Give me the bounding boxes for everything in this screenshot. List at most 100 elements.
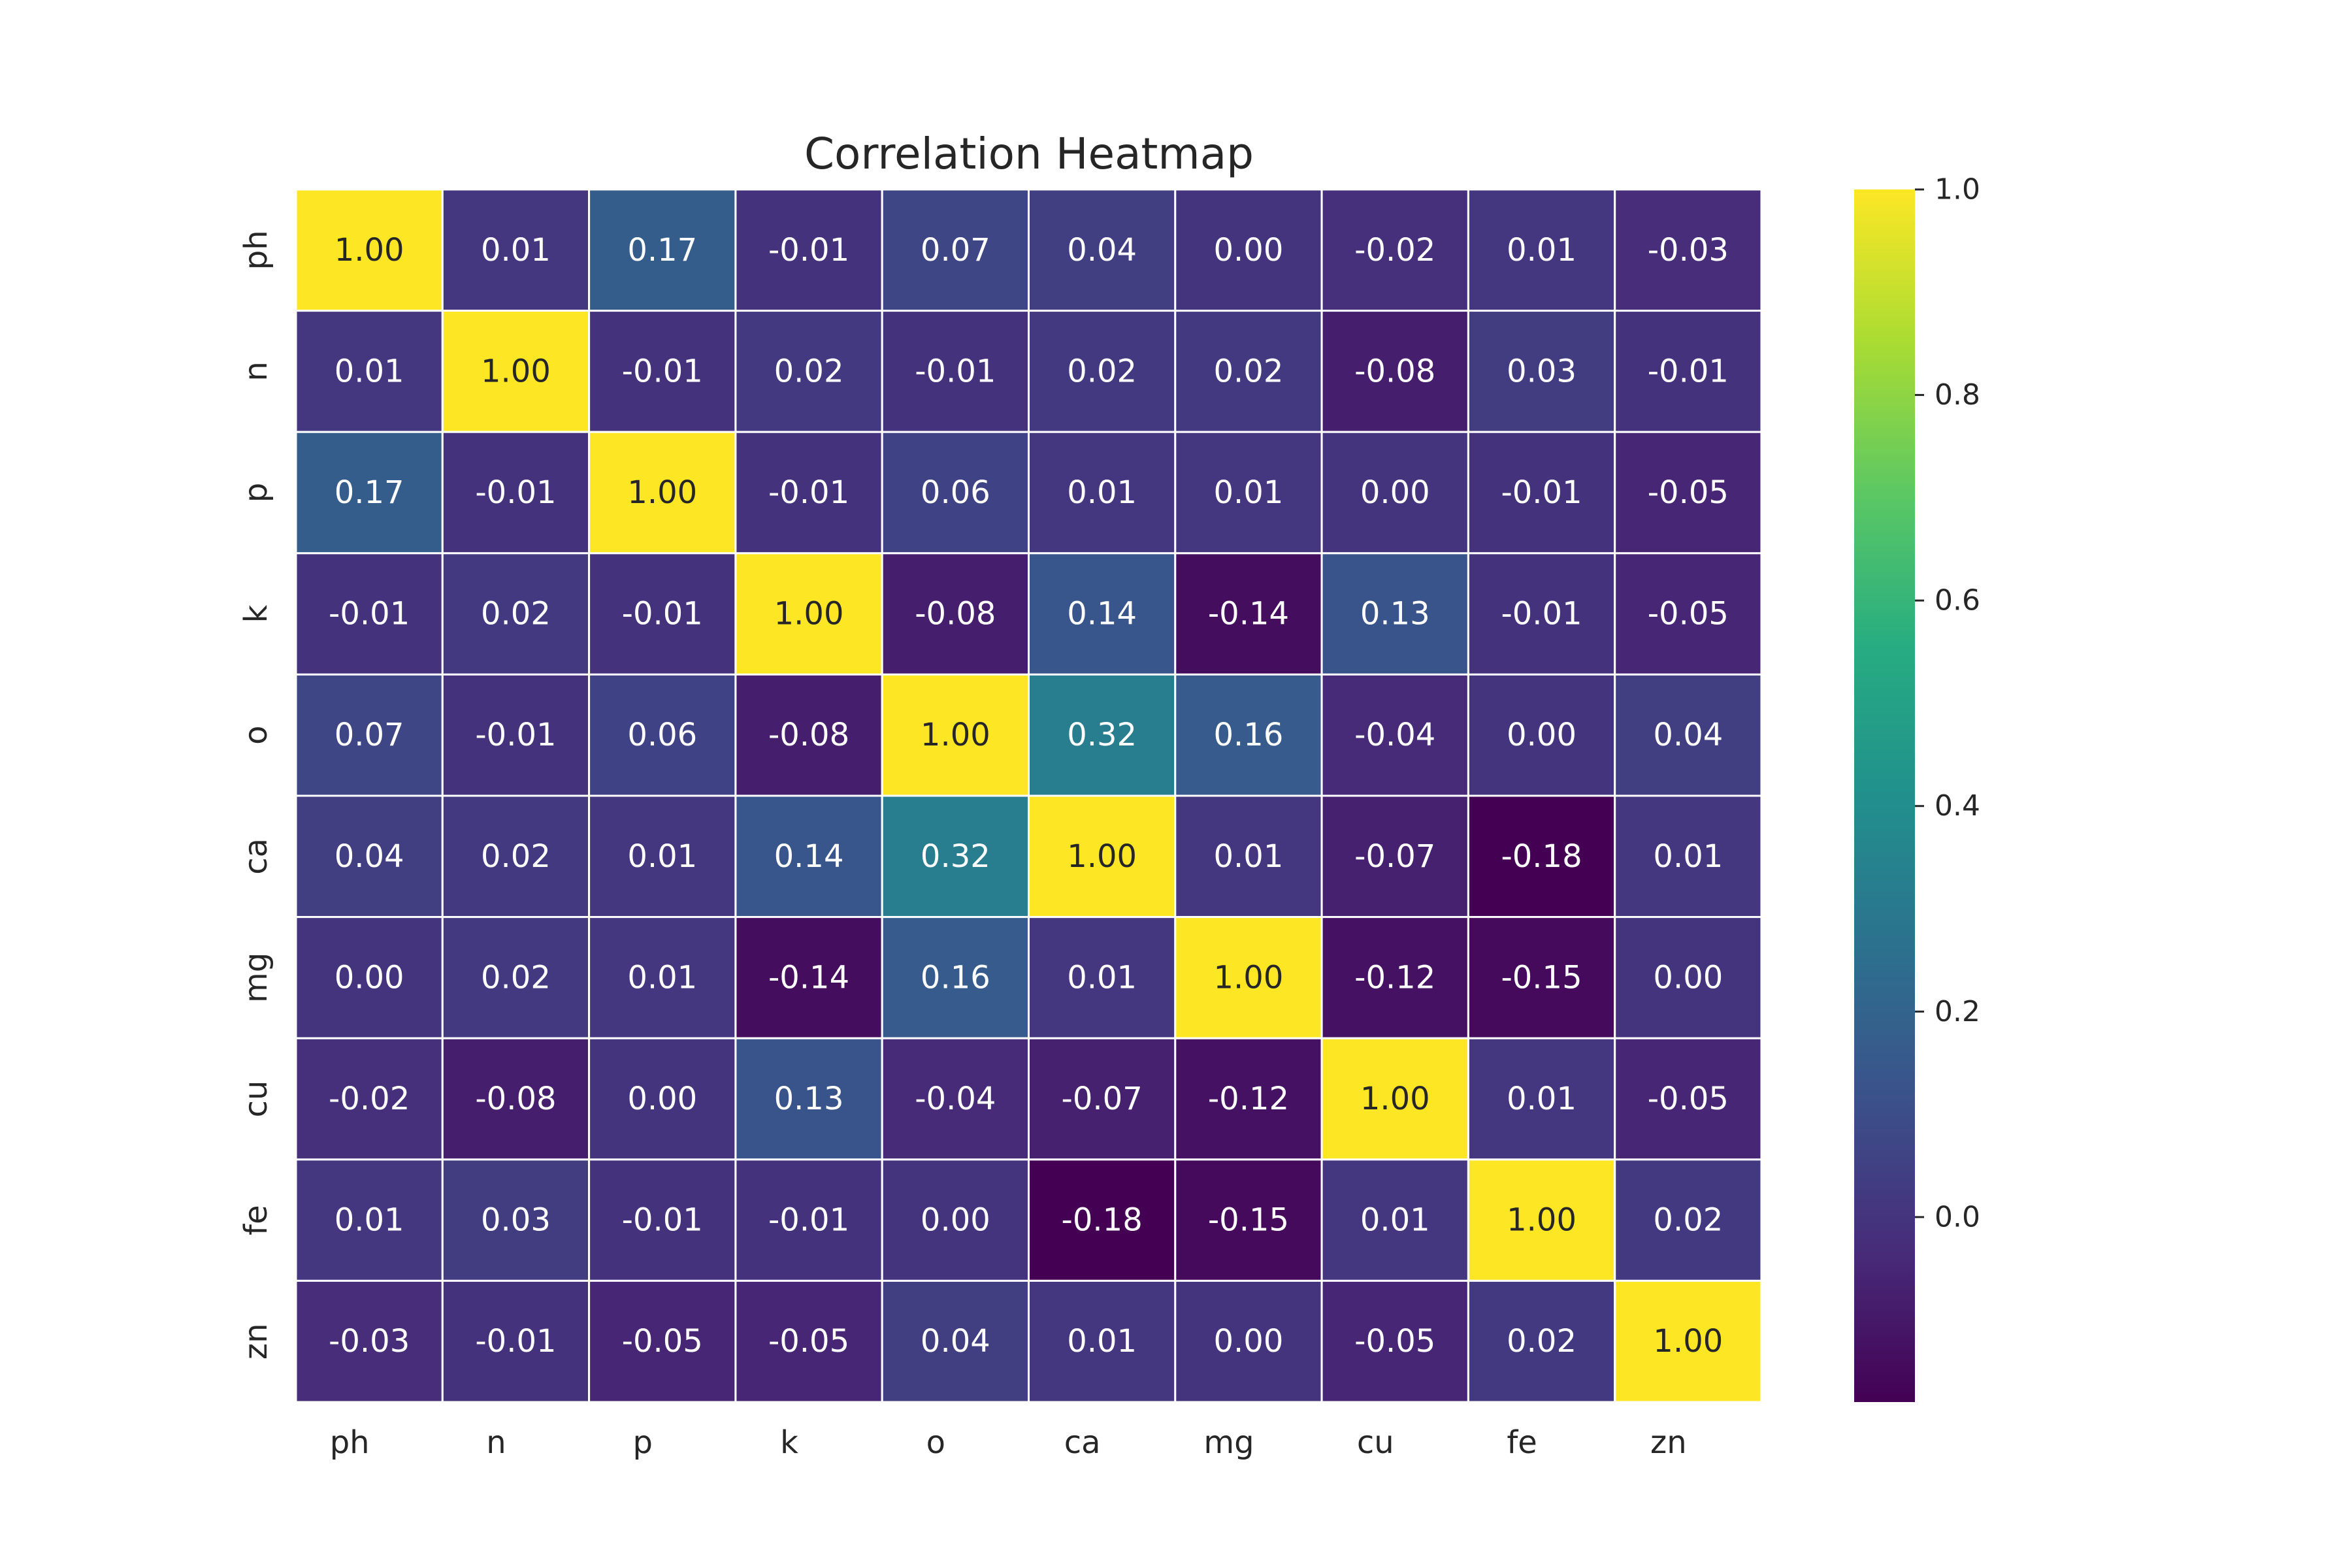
cell-value-label: 1.00 (1214, 959, 1284, 996)
colorbar-tick-label: 0.6 (1935, 584, 1980, 617)
cell-value-label: -0.04 (1354, 717, 1435, 753)
cell-value-label: 1.00 (1507, 1202, 1576, 1239)
heatmap-cell-p-n (441, 431, 591, 555)
heatmap-cell-fe-p (588, 1158, 737, 1282)
cell-value-label: -0.03 (1648, 232, 1729, 269)
heatmap-cell-ph-ca (1028, 188, 1177, 312)
cell-value-label: 0.02 (1214, 353, 1284, 389)
x-tick-label-zn: zn (1650, 1424, 1687, 1461)
cell-value-label: 0.01 (335, 353, 404, 389)
cell-value-label: 0.02 (481, 596, 551, 632)
heatmap-cell-zn-ph (295, 1279, 444, 1403)
x-tick-label-ph: ph (330, 1424, 370, 1461)
cell-value-label: 1.00 (774, 596, 844, 632)
cell-value-label: -0.08 (915, 596, 996, 632)
cell-value-label: -0.03 (329, 1323, 410, 1360)
heatmap-cell-p-fe (1467, 431, 1616, 555)
heatmap-cell-ca-ca (1028, 794, 1177, 919)
heatmap-cell-n-mg (1174, 310, 1323, 433)
cell-value-label: 1.00 (921, 717, 990, 753)
heatmap-cell-mg-zn (1614, 916, 1763, 1039)
x-tick-label-cu: cu (1357, 1424, 1394, 1461)
cell-value-label: -0.01 (622, 353, 703, 389)
cell-value-label: 0.01 (627, 959, 697, 996)
heatmap-cell-cu-zn (1614, 1037, 1763, 1161)
cell-value-label: 0.02 (1653, 1202, 1723, 1239)
cell-value-label: 0.14 (1067, 596, 1137, 632)
y-tick-label-n: n (238, 361, 274, 381)
cell-value-label: 0.01 (1067, 474, 1137, 511)
cell-value-label: 0.00 (1214, 1323, 1284, 1360)
cell-value-label: -0.01 (768, 232, 849, 269)
cell-value-label: 0.01 (1360, 1202, 1430, 1239)
cell-value-label: -0.02 (1354, 232, 1435, 269)
cell-value-label: -0.01 (768, 1202, 849, 1239)
heatmap-cell-fe-mg (1174, 1158, 1323, 1282)
cell-value-label: -0.01 (1501, 474, 1582, 511)
chart-title: Correlation Heatmap (804, 129, 1254, 179)
cell-value-label: 0.16 (1214, 717, 1284, 753)
heatmap-cell-o-n (441, 673, 591, 797)
cell-value-label: 0.04 (335, 838, 404, 875)
cell-value-label: 0.00 (921, 1202, 990, 1239)
cell-value-label: 0.02 (481, 838, 551, 875)
cell-value-label: -0.01 (1648, 353, 1729, 389)
heatmap-cell-n-ca (1028, 310, 1177, 433)
cell-value-label: -0.05 (1648, 474, 1729, 511)
cell-value-label: 0.01 (627, 838, 697, 875)
cell-value-label: -0.04 (915, 1081, 996, 1117)
cell-value-label: 0.01 (1067, 959, 1137, 996)
heatmap-cell-o-p (588, 673, 737, 797)
cell-value-label: -0.18 (1062, 1202, 1143, 1239)
heatmap-cell-fe-o (881, 1158, 1030, 1282)
heatmap-cell-k-zn (1614, 552, 1763, 676)
cell-value-label: 0.00 (1214, 232, 1284, 269)
heatmap-cell-ca-o (881, 794, 1030, 919)
cell-value-label: -0.07 (1062, 1081, 1143, 1117)
cell-value-label: 1.00 (1653, 1323, 1723, 1360)
heatmap-cell-n-cu (1320, 310, 1469, 433)
cell-value-label: -0.08 (1354, 353, 1435, 389)
y-tick-label-p: p (238, 483, 274, 502)
heatmap-cell-mg-ca (1028, 916, 1177, 1039)
heatmap-cell-zn-p (588, 1279, 737, 1403)
heatmap-cell-p-mg (1174, 431, 1323, 555)
cell-value-label: 0.02 (774, 353, 844, 389)
cell-value-label: -0.05 (1648, 1081, 1729, 1117)
cell-value-label: 0.13 (1360, 596, 1430, 632)
cell-value-label: -0.01 (475, 474, 556, 511)
cell-value-label: 1.00 (627, 474, 697, 511)
heatmap-cell-n-fe (1467, 310, 1616, 433)
cell-value-label: -0.05 (1648, 596, 1729, 632)
heatmap-cell-fe-fe (1467, 1158, 1616, 1282)
heatmap-cell-zn-cu (1320, 1279, 1469, 1403)
colorbar-tick-labels: 0.0 0.2 0.4 0.6 0.8 1.0 (1915, 173, 1980, 1233)
cell-value-label: -0.14 (768, 959, 849, 996)
heatmap-cell-ph-zn (1614, 188, 1763, 312)
heatmap-cells: 1.00 0.01 0.17 -0.01 0.07 0.04 0.00 -0.02 0.01 -0… (295, 188, 1763, 1403)
x-tick-label-o: o (926, 1424, 945, 1461)
cell-value-label: -0.08 (768, 717, 849, 753)
heatmap-cell-n-k (734, 310, 883, 433)
heatmap-cell-k-fe (1467, 552, 1616, 676)
heatmap-cell-n-n (441, 310, 591, 433)
heatmap-cell-ph-ph (295, 188, 444, 312)
cell-value-label: -0.01 (915, 353, 996, 389)
cell-value-label: 0.02 (481, 959, 551, 996)
cell-value-label: 1.00 (481, 353, 551, 389)
cell-value-label: -0.08 (475, 1081, 556, 1117)
heatmap-cell-cu-cu (1320, 1037, 1469, 1161)
heatmap-cell-mg-mg (1174, 916, 1323, 1039)
heatmap-cell-ca-ph (295, 794, 444, 919)
heatmap-cell-cu-p (588, 1037, 737, 1161)
colorbar: 0.0 0.2 0.4 0.6 0.8 1.0 (1854, 173, 1980, 1402)
heatmap-cell-p-cu (1320, 431, 1469, 555)
cell-value-label: -0.02 (329, 1081, 410, 1117)
x-tick-label-fe: fe (1507, 1424, 1537, 1461)
cell-value-label: 0.01 (1214, 838, 1284, 875)
heatmap-cell-o-ca (1028, 673, 1177, 797)
cell-value-label: 0.16 (921, 959, 990, 996)
cell-value-label: -0.15 (1208, 1202, 1289, 1239)
heatmap-cell-n-zn (1614, 310, 1763, 433)
